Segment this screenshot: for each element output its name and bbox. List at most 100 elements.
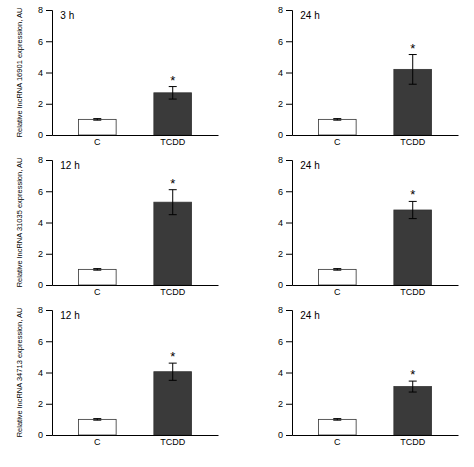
bar (318, 119, 356, 135)
y-tick: 6 (38, 187, 52, 197)
error-bar (333, 419, 341, 421)
y-tick-mark (46, 223, 52, 224)
panel: 02468CTCDD24 h* (278, 155, 459, 297)
axis-domain (53, 435, 219, 436)
x-tick: TCDD (160, 285, 185, 297)
y-tick-mark (286, 191, 292, 192)
y-tick: 8 (38, 155, 52, 165)
y-tick: 6 (278, 37, 292, 47)
y-tick-label: 2 (278, 249, 283, 259)
y-tick: 4 (38, 218, 52, 228)
x-axis: C TCDD (53, 435, 219, 447)
y-axis: 02468 (278, 305, 293, 440)
y-tick-mark (46, 285, 52, 286)
y-tick: 6 (278, 187, 292, 197)
x-axis: CTCDD (293, 135, 459, 147)
error-bar (169, 363, 177, 380)
panel: 02468CTCDD24 h* (278, 5, 459, 147)
axis-domain (293, 135, 459, 136)
axis-domain (286, 311, 293, 436)
axis-domain (46, 11, 53, 136)
panel-label: 12 h (60, 310, 79, 321)
y-tick: 0 (38, 280, 52, 290)
plot-area (78, 363, 191, 435)
x-tick-label: C (94, 437, 101, 447)
error-bar (409, 55, 417, 85)
y-tick: 2 (278, 99, 292, 109)
panel: 02468CTCDD3 h*Relative lncRNA 16901 expr… (15, 5, 219, 147)
x-tick-label: TCDD (400, 287, 425, 297)
y-tick-label: 8 (278, 155, 283, 165)
y-tick: 4 (278, 368, 292, 378)
x-tick: C (94, 435, 101, 447)
y-tick-mark (286, 435, 292, 436)
significance-label: * (170, 349, 175, 364)
y-tick: 0 (278, 130, 292, 140)
chart-svg: 02468CTCDD3 h*Relative lncRNA 16901 expr… (0, 0, 474, 467)
x-tick: TCDD (160, 435, 185, 447)
x-tick-label: TCDD (400, 437, 425, 447)
bar (78, 419, 116, 435)
error-bar (93, 419, 101, 421)
significance-label: * (410, 41, 415, 56)
y-tick-mark (46, 73, 52, 74)
error-bar (93, 269, 101, 271)
y-tick-mark (286, 254, 292, 255)
y-tick-mark (46, 160, 52, 161)
error-bar (333, 119, 341, 121)
y-tick: 8 (38, 305, 52, 315)
y-tick-mark (286, 285, 292, 286)
x-tick: C (94, 285, 101, 297)
y-tick: 8 (38, 5, 52, 15)
y-tick-mark (286, 341, 292, 342)
y-tick-label: 2 (38, 399, 43, 409)
y-tick-label: 6 (38, 337, 43, 347)
y-axis: 0 2 4 6 8 (38, 5, 53, 140)
x-axis: C TCDD (293, 285, 459, 297)
y-tick: 0 (38, 130, 52, 140)
y-tick-label: 0 (278, 430, 283, 440)
y-tick-mark (286, 404, 292, 405)
y-axis: 02468 (278, 155, 293, 290)
y-tick-mark (46, 254, 52, 255)
panel-label: 24 h (300, 10, 319, 21)
x-tick-label: TCDD (400, 137, 425, 147)
y-axis: 02468 (38, 155, 53, 290)
y-tick: 6 (38, 37, 52, 47)
x-tick: C (334, 285, 341, 297)
y-tick-label: 4 (38, 368, 43, 378)
y-tick-label: 8 (278, 305, 283, 315)
y-tick-mark (46, 104, 52, 105)
y-tick: 2 (278, 249, 292, 259)
bar (394, 210, 432, 285)
y-axis: 02468 (38, 305, 53, 440)
y-tick: 8 (278, 305, 292, 315)
plot-area (78, 87, 191, 135)
axis-domain (53, 135, 219, 136)
y-tick-label: 2 (38, 99, 43, 109)
bar (318, 269, 356, 285)
y-tick-label: 4 (38, 68, 43, 78)
plot-area (318, 55, 431, 135)
y-tick-mark (286, 73, 292, 74)
y-axis-title: Relative lncRNA 31035 expression, AU (15, 158, 24, 288)
y-tick: 4 (38, 368, 52, 378)
axis-domain (286, 11, 293, 136)
y-tick-mark (46, 41, 52, 42)
x-axis: CTCDD (53, 135, 219, 147)
error-bar (93, 119, 101, 121)
y-tick-label: 0 (278, 130, 283, 140)
y-tick-label: 0 (38, 280, 43, 290)
y-tick-mark (46, 341, 52, 342)
y-tick-label: 2 (278, 399, 283, 409)
axis-domain (46, 311, 53, 436)
axis-domain (286, 161, 293, 286)
axis-domain (293, 285, 459, 286)
y-tick-label: 4 (38, 218, 43, 228)
y-tick-label: 4 (278, 218, 283, 228)
error-bar (409, 201, 417, 218)
y-axis-title: Relative lncRNA 16901 expression, AU (15, 8, 24, 138)
y-tick: 8 (278, 5, 292, 15)
y-tick-mark (46, 310, 52, 311)
panel-label: 24 h (300, 160, 319, 171)
